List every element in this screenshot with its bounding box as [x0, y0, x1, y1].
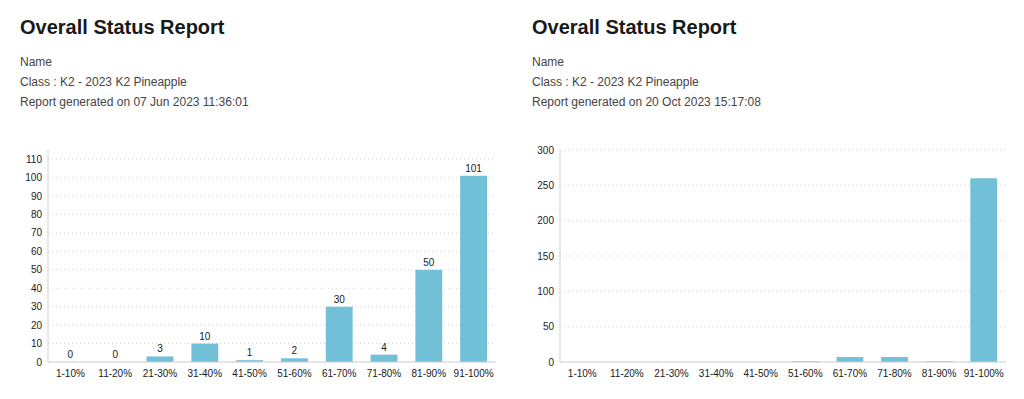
data-label: 3: [157, 343, 163, 354]
header-note: Name: [20, 55, 52, 69]
x-tick-label: 61-70%: [322, 368, 357, 379]
y-tick-label: 10: [31, 338, 43, 349]
y-tick-label: 300: [537, 145, 554, 156]
header-note: Report generated on 20 Oct 2023 15:17:08: [532, 95, 761, 109]
y-tick-label: 50: [31, 264, 43, 275]
x-tick-label: 41-50%: [232, 368, 267, 379]
grid-line: [560, 256, 1006, 257]
header-note: Name: [532, 55, 564, 69]
chart-canvas: Overall Status Report Name Class : K2 - 20…: [0, 0, 1024, 399]
y-tick-label: 90: [31, 191, 43, 202]
grid-line: [560, 362, 1006, 363]
grid-line: [48, 362, 496, 363]
bar: [460, 176, 487, 362]
x-tick-label: 81-90%: [922, 368, 957, 379]
chart-title: Overall Status Report: [532, 16, 737, 38]
x-tick-label: 1-10%: [56, 368, 85, 379]
x-tick-label: 71-80%: [877, 368, 912, 379]
header-note: Class : K2 - 2023 K2 Pineapple: [20, 75, 187, 89]
bars: [792, 178, 997, 362]
chart-title: Overall Status Report: [20, 16, 225, 38]
y-tick-label: 250: [537, 180, 554, 191]
data-label: 1: [247, 347, 253, 358]
data-label: 10: [199, 331, 211, 342]
x-tick-label: 91-100%: [964, 368, 1004, 379]
grid-line: [48, 232, 496, 233]
y-tick-label: 200: [537, 215, 554, 226]
y-axis-line: [48, 150, 49, 362]
x-tick-label: 21-30%: [654, 368, 689, 379]
x-tick-label: 41-50%: [743, 368, 778, 379]
x-tick-label: 31-40%: [699, 368, 734, 379]
data-label: 2: [292, 345, 298, 356]
y-tick-label: 0: [36, 357, 42, 368]
bar: [281, 358, 308, 362]
grid-line: [560, 220, 1006, 221]
data-label: 30: [334, 294, 346, 305]
y-tick-label: 50: [543, 321, 555, 332]
y-tick-label: 100: [25, 172, 42, 183]
grid-line: [560, 150, 1006, 151]
chart-panel: Overall Status Report Name Class : K2 - 20…: [532, 16, 1006, 379]
y-tick-label: 20: [31, 320, 43, 331]
x-axis-line: [560, 362, 1006, 363]
bar: [970, 178, 997, 362]
grid-line: [48, 177, 496, 178]
data-label: 101: [465, 163, 482, 174]
data-label: 4: [381, 342, 387, 353]
data-label: 50: [423, 257, 435, 268]
x-tick-label: 71-80%: [367, 368, 402, 379]
x-tick-label: 31-40%: [188, 368, 223, 379]
x-tick-label: 11-20%: [610, 368, 644, 379]
y-tick-label: 30: [31, 301, 43, 312]
grid-line: [560, 185, 1006, 186]
bar: [147, 356, 174, 362]
x-tick-label: 1-10%: [568, 368, 597, 379]
bars: [147, 176, 487, 362]
grid-line: [48, 159, 496, 160]
x-tick-label: 61-70%: [833, 368, 868, 379]
bar: [837, 357, 864, 362]
x-axis-line: [48, 362, 496, 363]
x-tick-label: 81-90%: [412, 368, 447, 379]
x-tick-label: 91-100%: [454, 368, 494, 379]
y-tick-label: 150: [537, 251, 554, 262]
header-note: Class : K2 - 2023 K2 Pineapple: [532, 75, 699, 89]
y-tick-label: 80: [31, 209, 43, 220]
bar: [371, 355, 398, 362]
grid-line: [560, 326, 1006, 327]
bar: [191, 344, 218, 362]
x-tick-label: 51-60%: [277, 368, 312, 379]
y-axis-line: [560, 150, 561, 362]
y-tick-label: 100: [537, 286, 554, 297]
data-label: 0: [112, 349, 118, 360]
y-tick-label: 60: [31, 246, 43, 257]
y-tick-label: 0: [548, 357, 554, 368]
y-tick-label: 40: [31, 283, 43, 294]
x-tick-label: 11-20%: [98, 368, 132, 379]
y-tick-label: 110: [26, 154, 42, 165]
bar: [326, 307, 353, 362]
grid-line: [48, 214, 496, 215]
grid-line: [560, 291, 1006, 292]
data-label: 0: [68, 349, 74, 360]
x-tick-label: 51-60%: [788, 368, 823, 379]
grid-line: [48, 251, 496, 252]
header-note: Report generated on 07 Jun 2023 11:36:01: [20, 95, 249, 109]
chart-panel: Overall Status Report Name Class : K2 - 20…: [20, 16, 496, 379]
x-tick-label: 21-30%: [143, 368, 178, 379]
bar: [415, 270, 442, 362]
y-tick-label: 70: [31, 227, 43, 238]
grid-line: [48, 196, 496, 197]
bar: [881, 357, 908, 362]
